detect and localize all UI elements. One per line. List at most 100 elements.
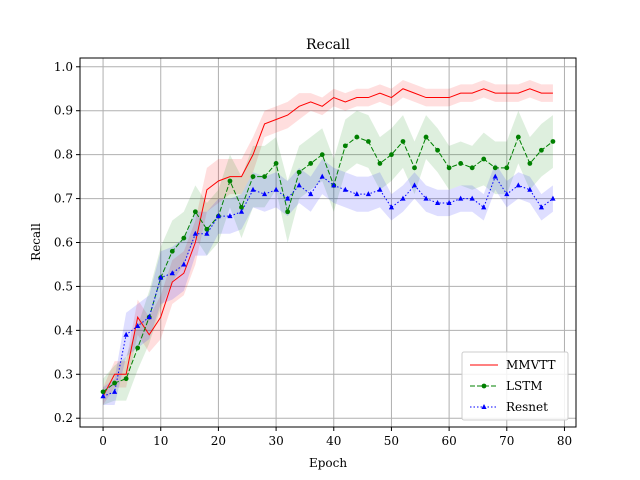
lstm-point [262, 174, 267, 180]
y-tick-label: 0.2 [54, 411, 73, 425]
lstm-point [319, 152, 325, 158]
x-tick-label: 30 [268, 434, 283, 448]
y-tick-label: 0.6 [54, 236, 73, 250]
resnet-point [400, 195, 406, 201]
y-tick-label: 0.5 [54, 279, 73, 293]
y-tick-label: 1.0 [54, 60, 73, 74]
mmvtt-confidence-band [103, 79, 553, 406]
lstm-point [504, 165, 510, 171]
resnet-point [261, 191, 268, 197]
lstm-line [102, 135, 554, 393]
resnet-point [481, 204, 487, 210]
lstm-legend-marker [481, 383, 487, 389]
resnet-point [181, 261, 187, 267]
resnet-point [146, 314, 152, 320]
legend-box [461, 351, 569, 421]
lstm-point [389, 152, 394, 158]
x-tick-label: 10 [153, 434, 168, 448]
legend: MMVTT LSTM Resnet [461, 351, 569, 421]
resnet-point [342, 186, 348, 192]
y-tick-label: 0.3 [54, 367, 73, 381]
lstm-point [169, 248, 175, 254]
lstm-point [527, 161, 533, 166]
lstm-point [423, 134, 429, 140]
x-tick-label: 80 [557, 434, 572, 448]
resnet-legend-label: Resnet [506, 400, 548, 414]
resnet-point [204, 230, 210, 236]
series-lines [102, 88, 554, 397]
resnet-point [538, 204, 544, 210]
resnet-point [227, 213, 233, 219]
resnet-point [365, 191, 371, 197]
lstm-point [400, 139, 406, 144]
lstm-point [550, 139, 556, 144]
lstm-point [342, 143, 348, 149]
lstm-point [435, 147, 440, 153]
lstm-point [354, 134, 360, 140]
lstm-point [285, 209, 291, 215]
resnet-point [169, 270, 175, 276]
lstm-point [123, 376, 129, 382]
resnet-point [238, 208, 245, 214]
y-tick-label: 0.8 [54, 148, 73, 162]
resnet-point [112, 388, 118, 394]
resnet-point [354, 191, 360, 197]
resnet-point [434, 199, 441, 205]
resnet-point [527, 186, 533, 192]
resnet-point [331, 182, 337, 188]
resnet-point [308, 191, 314, 197]
resnet-point [123, 331, 129, 337]
lstm-point [204, 226, 210, 232]
lstm-point [458, 161, 464, 166]
resnet-point [215, 213, 222, 219]
lstm-point [112, 380, 118, 386]
lstm-point [227, 178, 233, 184]
y-axis-label: Recall [29, 223, 43, 261]
lstm-confidence-band [103, 110, 553, 406]
x-tick-label: 50 [384, 434, 399, 448]
resnet-point [192, 230, 198, 236]
resnet-point [273, 186, 279, 192]
lstm-point [296, 169, 302, 175]
resnet-point [100, 393, 106, 399]
x-tick-label: 0 [99, 434, 107, 448]
resnet-point [388, 204, 395, 210]
resnet-legend-marker [481, 404, 487, 409]
y-tick-label: 0.9 [54, 104, 73, 118]
resnet-point [250, 186, 256, 192]
lstm-point [250, 174, 256, 180]
y-tick-label: 0.4 [54, 323, 73, 337]
lstm-point [515, 134, 521, 140]
resnet-point [296, 182, 302, 188]
resnet-point [469, 195, 475, 201]
lstm-point [192, 209, 198, 215]
resnet-point [423, 195, 429, 201]
resnet-point [319, 173, 325, 179]
resnet-point [377, 186, 383, 192]
lstm-point [538, 147, 544, 153]
lstm-point [365, 139, 371, 144]
resnet-point [458, 195, 464, 201]
lstm-point [239, 204, 244, 210]
resnet-point [550, 195, 556, 201]
mmvtt-legend-label: MMVTT [506, 358, 555, 372]
resnet-point [515, 182, 521, 188]
resnet-point [135, 322, 141, 328]
x-axis-label: Epoch [309, 456, 347, 470]
x-tick-label: 70 [499, 434, 514, 448]
x-tick-label: 40 [326, 434, 341, 448]
lstm-point [181, 235, 187, 241]
lstm-point [469, 165, 475, 171]
lstm-point [135, 345, 141, 351]
resnet-point [504, 191, 510, 197]
chart-title: Recall [306, 37, 350, 53]
lstm-legend-label: LSTM [506, 379, 542, 393]
lstm-point [492, 165, 498, 171]
x-tick-label: 20 [211, 434, 226, 448]
series-markers [100, 134, 556, 399]
lstm-point [100, 389, 106, 395]
lstm-point [273, 161, 279, 166]
y-tick-label: 0.7 [54, 192, 73, 206]
lstm-point [412, 165, 417, 171]
